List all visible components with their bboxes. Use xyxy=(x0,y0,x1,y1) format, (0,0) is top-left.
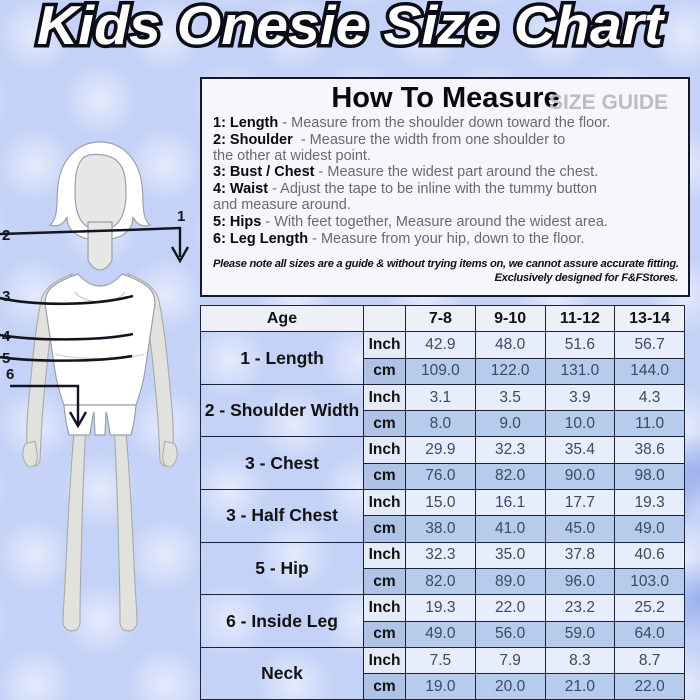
svg-text:4: 4 xyxy=(2,328,11,345)
svg-text:2: 2 xyxy=(2,227,10,244)
svg-text:6: 6 xyxy=(6,366,14,383)
svg-text:1: 1 xyxy=(177,208,185,225)
svg-text:5: 5 xyxy=(2,350,10,367)
svg-text:3: 3 xyxy=(2,288,10,305)
